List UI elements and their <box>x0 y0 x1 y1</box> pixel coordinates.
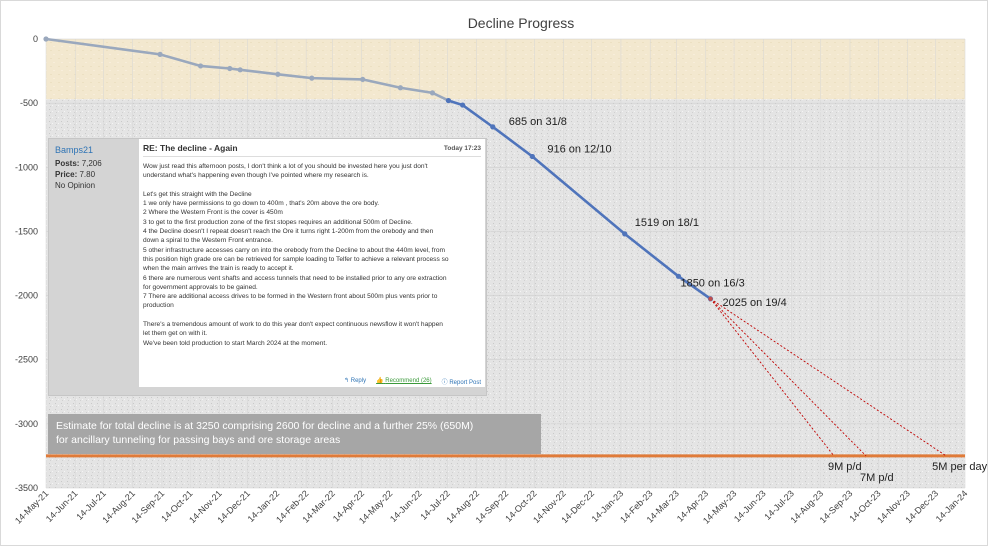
y-tick-label: -1500 <box>15 226 38 236</box>
data-point <box>275 71 281 77</box>
data-point <box>237 67 243 73</box>
y-tick-label: -500 <box>20 98 38 108</box>
y-tick-label: -3500 <box>15 483 38 493</box>
data-point <box>157 51 163 57</box>
y-axis-ticks: 0 -500 -1000 -1500 -2000 -2500 -3000 -3500 <box>15 34 38 493</box>
data-label: 685 on 31/8 <box>509 116 567 128</box>
data-point <box>227 65 233 72</box>
post-username[interactable]: Bamps21 <box>55 145 94 155</box>
post-line: production <box>143 302 174 310</box>
projection-line <box>710 298 947 457</box>
data-point <box>43 36 49 42</box>
report-post-link[interactable]: ⓘ Report Post <box>441 380 481 386</box>
data-point <box>197 63 204 69</box>
y-tick-label: -3000 <box>15 419 38 429</box>
posts-label: Posts: <box>55 159 80 168</box>
opinion-text: No Opinion <box>55 181 96 190</box>
estimate-note: Estimate for total decline is at 3250 co… <box>48 414 541 454</box>
estimate-line-2: for ancillary tunneling for passing bays… <box>56 434 341 446</box>
y-tick-label: -2500 <box>15 355 38 365</box>
post-line: 6 there are numerous vent shafts and acc… <box>143 274 447 282</box>
reply-link[interactable]: ↰ Reply <box>344 378 367 384</box>
projection-line <box>710 298 867 457</box>
post-actions: ↰ Reply 👍 Recommend (26) ⓘ Report Post <box>344 377 481 386</box>
post-line: 5 other infrastructure accesses carry on… <box>143 246 445 254</box>
projection-label: 9M p/d <box>828 461 862 473</box>
post-text: Wow just read this afternoon posts, I do… <box>143 162 481 348</box>
data-point <box>490 124 496 130</box>
data-point <box>360 76 366 83</box>
data-point <box>675 273 682 279</box>
chart-title: Decline Progress <box>468 15 575 31</box>
series-lines <box>43 36 714 302</box>
data-annotations: 685 on 31/8 916 on 12/10 1519 on 18/1 1850 … <box>509 116 787 309</box>
data-point <box>622 231 628 237</box>
post-author-panel: Bamps21 Posts: 7,206 Price: 7.80 No Opin… <box>55 145 135 191</box>
post-line: for government approvals to be gained. <box>143 283 258 291</box>
post-line: let them get on with it. <box>143 330 208 338</box>
post-line <box>143 181 481 190</box>
y-tick-label: -1000 <box>15 162 38 172</box>
forum-post-screenshot: Bamps21 Posts: 7,206 Price: 7.80 No Opin… <box>48 138 487 396</box>
post-header: RE: The decline - Again Today 17:23 <box>143 143 481 157</box>
post-line <box>143 311 481 320</box>
y-tick-label: -2000 <box>15 291 38 301</box>
post-line: 3 to get to the first production zone of… <box>143 218 413 226</box>
data-label: 2025 on 19/4 <box>723 297 787 309</box>
thumbs-up-icon: 👍 <box>376 378 384 384</box>
post-line: 4 the Decline doesn't I repeat doesn't r… <box>143 228 434 236</box>
post-line: 2 Where the Western Front is the cover i… <box>143 209 283 217</box>
data-label: 916 on 12/10 <box>547 144 611 156</box>
estimate-line-1: Estimate for total decline is at 3250 co… <box>56 420 474 432</box>
post-line: 1 we only have permissions to go down to… <box>143 200 380 208</box>
post-title: RE: The decline - Again <box>143 143 238 153</box>
post-line: Wow just read this afternoon posts, I do… <box>143 163 428 170</box>
projection-label: 5M per day <box>932 461 988 473</box>
projection-line <box>710 298 835 457</box>
data-point <box>309 75 315 81</box>
data-point <box>397 85 404 91</box>
data-point <box>460 102 466 108</box>
info-icon: ⓘ <box>441 380 448 386</box>
post-line: Let's get this straight with the Decline <box>143 190 252 198</box>
price-label: Price: <box>55 170 78 179</box>
y-tick-label: 0 <box>33 34 38 44</box>
latest-point <box>708 296 713 301</box>
data-point <box>429 90 436 96</box>
post-line: down a spiral to the Western Front entra… <box>143 237 273 245</box>
post-line: There's a tremendous amount of work to d… <box>143 321 443 329</box>
reply-icon: ↰ <box>344 378 350 384</box>
data-point <box>445 97 452 104</box>
data-label: 1519 on 18/1 <box>635 217 699 229</box>
post-line: 7 There are additional access drives to … <box>143 293 438 301</box>
post-body: RE: The decline - Again Today 17:23 Wow … <box>139 139 485 387</box>
post-line: when the main arrives the train is ready… <box>143 265 294 273</box>
projection-label: 7M p/d <box>860 472 894 484</box>
data-point <box>529 153 535 160</box>
price-value: 7.80 <box>79 170 96 179</box>
post-line: We've been told production to start Marc… <box>143 339 328 347</box>
post-line: this position high grade ore can be retr… <box>143 255 449 263</box>
recommend-link[interactable]: 👍 Recommend (26) <box>376 378 432 384</box>
data-label: 1850 on 16/3 <box>680 277 744 289</box>
posts-value: 7,206 <box>81 159 102 168</box>
projection-lines: 9M p/d7M p/d 5M per day <box>710 298 988 484</box>
background-band <box>46 39 965 100</box>
post-timestamp: Today 17:23 <box>443 144 481 152</box>
post-line: understand what's happening even though … <box>143 172 369 180</box>
